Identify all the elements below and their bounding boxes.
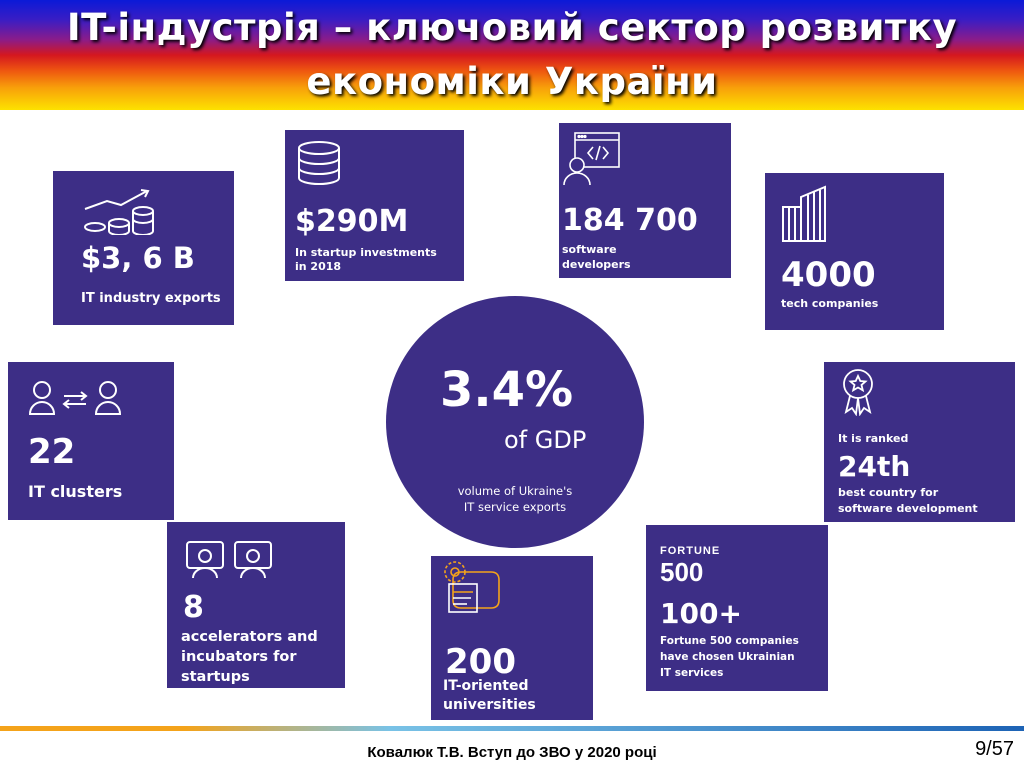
- tile-it-exports: $3, 6 B IT industry exports: [53, 171, 234, 325]
- page-number: 9/57: [975, 738, 1014, 760]
- gdp-unit: of GDP: [504, 426, 587, 454]
- tile-it-clusters: 22 IT clusters: [8, 362, 174, 520]
- slide-title-line2: економіки України: [306, 60, 718, 103]
- tile-universities: 200 IT-oriented universities: [431, 556, 593, 720]
- accelerators-label-line2: incubators for: [181, 649, 297, 665]
- tile-tech-companies: 4000 tech companies: [765, 173, 944, 330]
- startup-value: $290M: [295, 204, 409, 239]
- fortune-logo-line1: FORTUNE: [660, 545, 721, 557]
- exports-label: IT industry exports: [81, 291, 221, 306]
- tile-fortune-500: FORTUNE 500 100+ Fortune 500 companies h…: [646, 525, 828, 691]
- universities-value: 200: [445, 642, 516, 682]
- fortune-label-line2: have chosen Ukrainian: [660, 651, 795, 663]
- clusters-value: 22: [28, 432, 76, 472]
- developers-label-line2: developers: [562, 258, 631, 271]
- developer-icon: [563, 132, 620, 186]
- universities-label-line2: universities: [443, 697, 536, 713]
- footer-divider: [0, 726, 1024, 731]
- tile-accelerators: 8 accelerators and incubators for startu…: [167, 522, 345, 688]
- startup-label-line2: in 2018: [295, 260, 342, 273]
- coin-stack-icon: [298, 141, 340, 185]
- university-icon: [444, 561, 500, 613]
- tile-software-developers: 184 700 software developers: [559, 123, 731, 278]
- clusters-label: IT clusters: [28, 482, 123, 501]
- gdp-caption-line1: volume of Ukraine's: [457, 484, 573, 498]
- buildings-icon: [782, 185, 826, 242]
- ranked-label-line2: software development: [838, 502, 978, 515]
- developers-value: 184 700: [562, 203, 698, 238]
- ranked-prefix: It is ranked: [838, 432, 909, 445]
- presentation-icon: [186, 541, 272, 579]
- ranked-label-line1: best country for: [838, 486, 939, 499]
- fortune-label-line1: Fortune 500 companies: [660, 635, 799, 647]
- companies-value: 4000: [781, 255, 876, 295]
- gdp-circle: 3.4% of GDP volume of Ukraine's IT servi…: [386, 296, 644, 548]
- exports-value: $3, 6 B: [81, 241, 195, 275]
- gdp-value: 3.4%: [440, 362, 574, 418]
- gdp-caption-line2: IT service exports: [463, 500, 567, 514]
- ranked-value: 24th: [838, 450, 911, 483]
- footer-author: Ковалюк Т.В. Вступ до ЗВО у 2020 році: [367, 744, 657, 761]
- accelerators-label-line3: startups: [181, 669, 250, 685]
- fortune-value: 100+: [660, 597, 742, 630]
- growth-coins-icon: [84, 189, 154, 235]
- award-badge-icon: [843, 369, 873, 416]
- title-banner: IT-індустрія – ключовий сектор розвитку …: [0, 0, 1024, 110]
- tile-ranking: It is ranked 24th best country for softw…: [824, 362, 1015, 522]
- fortune-label-line3: IT services: [660, 667, 724, 679]
- companies-label: tech companies: [781, 297, 879, 310]
- startup-label-line1: In startup investments: [295, 246, 437, 259]
- accelerators-label-line1: accelerators and: [181, 629, 318, 645]
- people-exchange-icon: [28, 381, 122, 415]
- accelerators-value: 8: [183, 590, 204, 625]
- fortune-logo-line2: 500: [660, 557, 704, 587]
- universities-label-line1: IT-oriented: [443, 678, 529, 694]
- slide-title-line1: IT-індустрія – ключовий сектор розвитку: [66, 6, 958, 49]
- developers-label-line1: software: [562, 243, 617, 256]
- tile-startup-investments: $290M In startup investments in 2018: [285, 130, 464, 281]
